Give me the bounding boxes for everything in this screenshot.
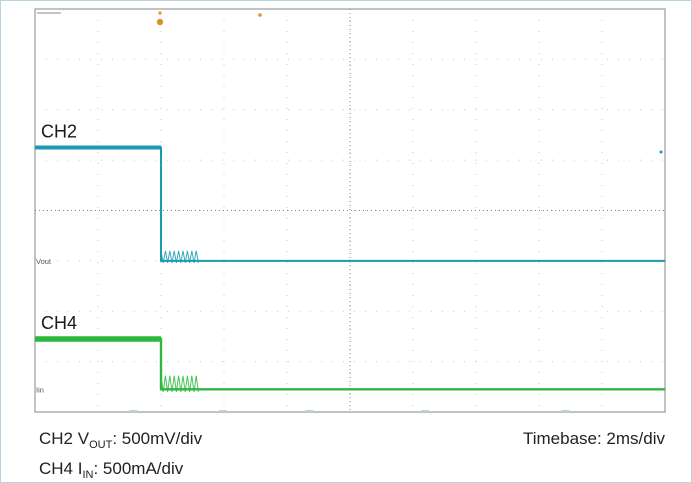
ground-marker-vout: Vout <box>36 257 52 266</box>
channel-label-ch4: CH4 <box>41 313 77 333</box>
ch2-caption-prefix: CH2 V <box>39 429 90 448</box>
trigger-position-icon <box>158 11 162 15</box>
ch4-caption-prefix: CH4 I <box>39 459 83 478</box>
ch2-caption-subscript: OUT <box>89 439 113 451</box>
ch2-scale-caption: CH2 VOUT: 500mV/div <box>39 429 202 451</box>
trigger-marker-icon <box>156 18 164 26</box>
ripple-burst <box>160 250 199 263</box>
ch2-offscreen-marker-icon <box>659 150 663 154</box>
ch2-caption-value: : 500mV/div <box>112 429 203 448</box>
channel-label-ch2: CH2 <box>41 122 77 142</box>
marker-dot-icon <box>258 13 262 17</box>
ch4-caption-value: : 500mA/div <box>93 459 184 478</box>
ch4-caption-subscript: IN <box>82 469 94 481</box>
timebase-caption: Timebase: 2ms/div <box>522 429 665 448</box>
ground-marker-iin: Iin <box>36 385 44 394</box>
ripple-burst <box>160 375 199 393</box>
ch4-scale-caption: CH4 IIN: 500mA/div <box>39 459 183 481</box>
oscilloscope-plot: CH2 CH4 Vout Iin <box>34 8 666 413</box>
